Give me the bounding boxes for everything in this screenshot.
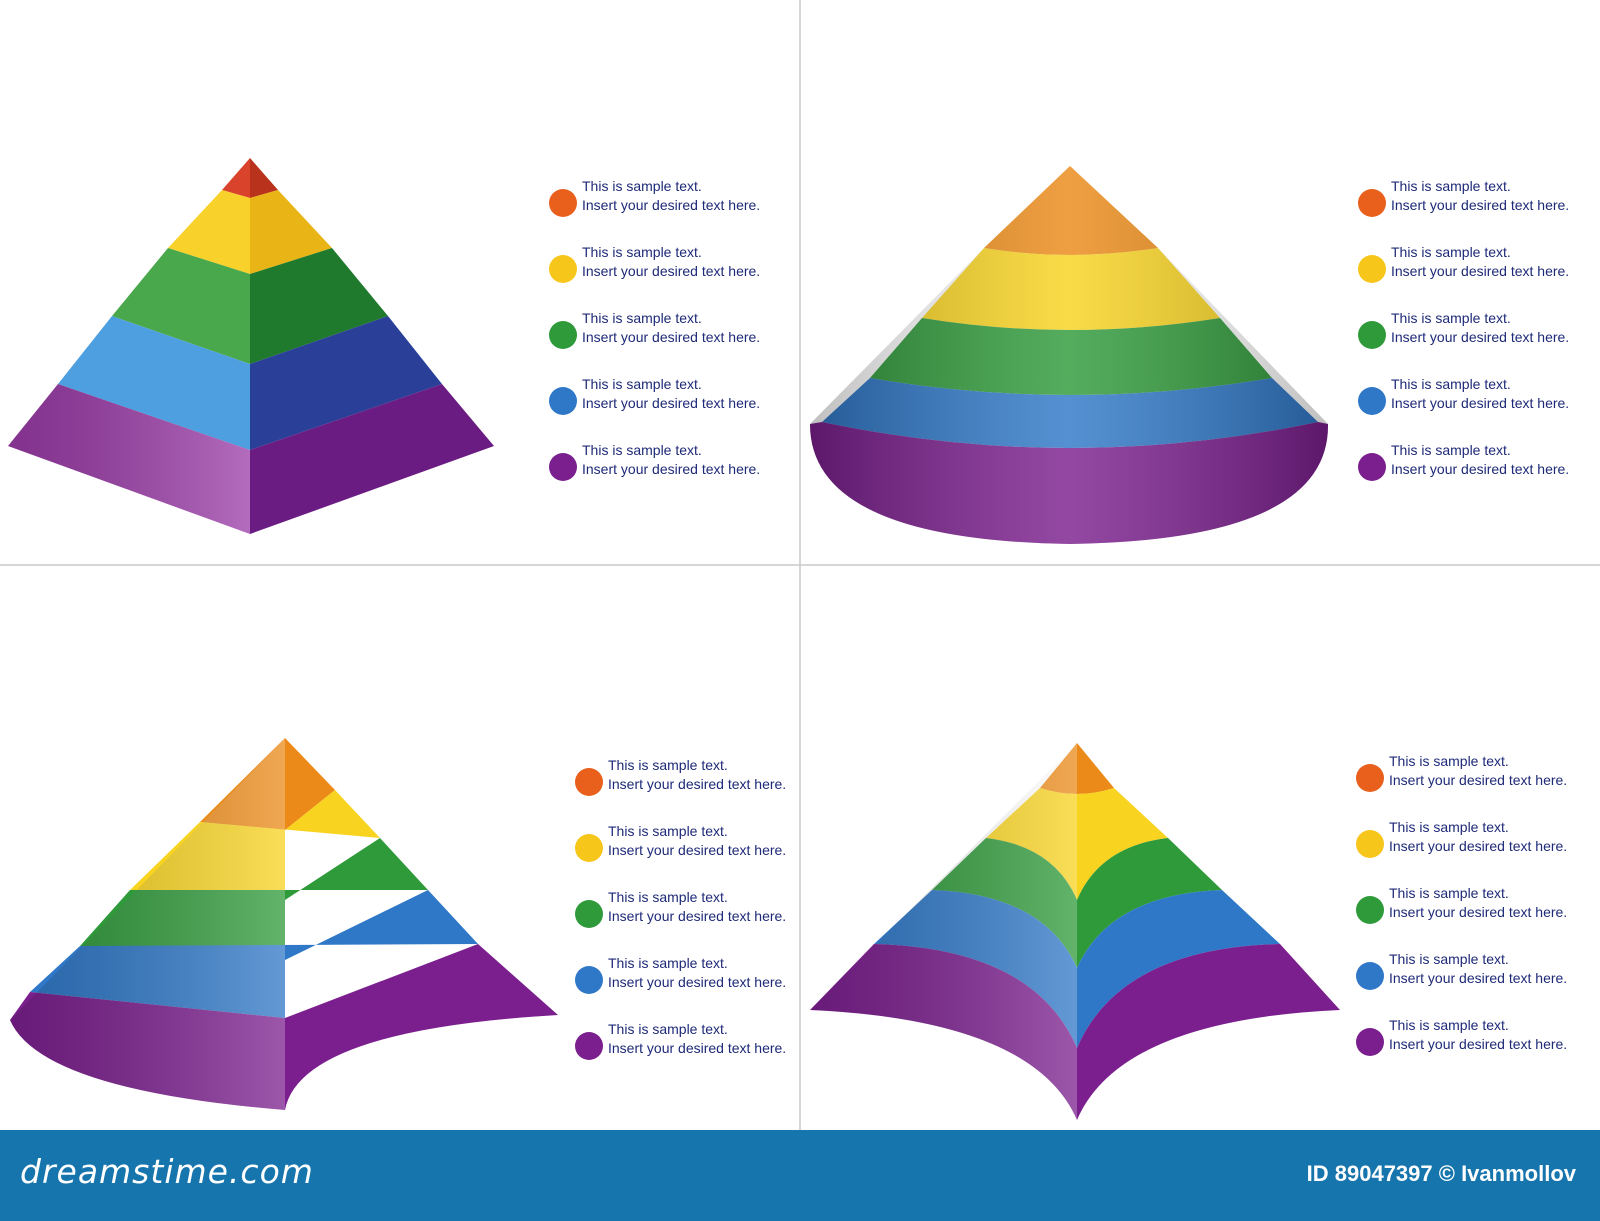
legend-line1: This is sample text. [608, 1021, 728, 1037]
dot-red-orange [575, 768, 603, 796]
legend-line1: This is sample text. [608, 757, 728, 773]
legend-line2: Insert your desired text here. [582, 197, 761, 213]
dot-purple [1356, 1028, 1384, 1056]
legend-line2: Insert your desired text here. [608, 1040, 787, 1056]
dot-green [1358, 321, 1386, 349]
legend-line2: Insert your desired text here. [1391, 395, 1570, 411]
legend-line2: Insert your desired text here. [1391, 461, 1570, 477]
legend-line1: This is sample text. [582, 244, 702, 260]
legend-line2: Insert your desired text here. [582, 263, 761, 279]
dot-red-orange [549, 189, 577, 217]
legend-line1: This is sample text. [1389, 951, 1509, 967]
pyramid-diagrams-canvas [0, 0, 1600, 1130]
dot-blue [575, 966, 603, 994]
dot-blue [1356, 962, 1384, 990]
layer-5-right [250, 384, 494, 534]
legend-line1: This is sample text. [582, 178, 702, 194]
dot-yellow [575, 834, 603, 862]
legend-line1: This is sample text. [1391, 442, 1511, 458]
legend-line2: Insert your desired text here. [608, 842, 787, 858]
layer-3-right [250, 248, 388, 364]
layer-4-right [250, 316, 442, 450]
brand-logo: dreamstime.com [20, 1152, 314, 1191]
legend-line1: This is sample text. [1391, 310, 1511, 326]
legend-line1: This is sample text. [1389, 1017, 1509, 1033]
dot-purple [575, 1032, 603, 1060]
pyramid-panel-4 [810, 743, 1340, 1120]
layer-3-left [112, 248, 250, 364]
dot-red-orange [1356, 764, 1384, 792]
legend-line1: This is sample text. [1391, 178, 1511, 194]
legend-line2: Insert your desired text here. [608, 974, 787, 990]
legend-line2: Insert your desired text here. [582, 329, 761, 345]
dot-red-orange [1358, 189, 1386, 217]
legend-line1: This is sample text. [1389, 885, 1509, 901]
legend-line2: Insert your desired text here. [1389, 838, 1568, 854]
legend-line1: This is sample text. [608, 955, 728, 971]
legend-line1: This is sample text. [608, 889, 728, 905]
layer-2-right [250, 190, 332, 274]
legend-line2: Insert your desired text here. [1391, 263, 1570, 279]
legend-line2: Insert your desired text here. [1389, 1036, 1568, 1052]
legend-line1: This is sample text. [582, 442, 702, 458]
legend-line2: Insert your desired text here. [582, 395, 761, 411]
dot-yellow [1356, 830, 1384, 858]
legend-line2: Insert your desired text here. [608, 776, 787, 792]
dot-blue [549, 387, 577, 415]
legend-line2: Insert your desired text here. [1391, 329, 1570, 345]
legend-line2: Insert your desired text here. [1391, 197, 1570, 213]
dot-purple [1358, 453, 1386, 481]
dot-green [1356, 896, 1384, 924]
legend-line2: Insert your desired text here. [1389, 772, 1568, 788]
image-id-label: ID 89047397 © Ivanmollov [1306, 1161, 1576, 1186]
layer-1-left [222, 158, 250, 198]
legend-line1: This is sample text. [608, 823, 728, 839]
legend-line1: This is sample text. [582, 376, 702, 392]
legend-line1: This is sample text. [582, 310, 702, 326]
footer-bar: dreamstime.com ID 89047397 © Ivanmollov [0, 1130, 1600, 1221]
dot-green [549, 321, 577, 349]
legend-line1: This is sample text. [1391, 244, 1511, 260]
dot-blue [1358, 387, 1386, 415]
layer-4-left [58, 316, 250, 450]
legend-line2: Insert your desired text here. [608, 908, 787, 924]
legend-line1: This is sample text. [1389, 753, 1509, 769]
dot-green [575, 900, 603, 928]
pyramid-panel-1 [8, 158, 494, 534]
legend-line1: This is sample text. [1389, 819, 1509, 835]
legend-line2: Insert your desired text here. [582, 461, 761, 477]
legend-line2: Insert your desired text here. [1389, 904, 1568, 920]
pyramid-panel-3 [10, 738, 558, 1110]
layer-1-right [250, 158, 278, 198]
dot-yellow [1358, 255, 1386, 283]
dot-yellow [549, 255, 577, 283]
legend-line2: Insert your desired text here. [1389, 970, 1568, 986]
layer-2-left [168, 190, 250, 274]
legend-line1: This is sample text. [1391, 376, 1511, 392]
pyramid-panel-2 [810, 166, 1329, 544]
dot-purple [549, 453, 577, 481]
